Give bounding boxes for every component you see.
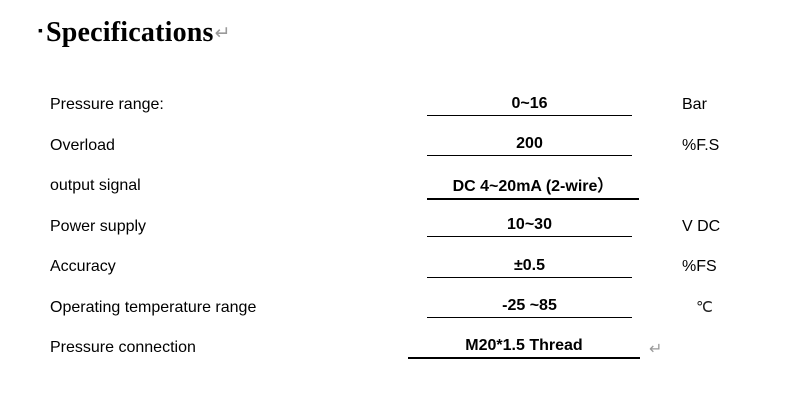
spec-value: 200: [427, 135, 632, 157]
spec-value: ±0.5: [427, 257, 632, 278]
section-title-row: ▪ Specifications↵: [38, 17, 231, 49]
page-title: Specifications: [45, 17, 214, 48]
spec-value: 10~30: [427, 216, 632, 238]
spec-value: -25 ~85: [427, 297, 632, 319]
spec-label: Power supply: [50, 217, 147, 235]
spec-label: output signal: [50, 177, 141, 195]
spec-value: DC 4~20mA (2-wire）: [427, 172, 639, 201]
spec-label: Overload: [50, 136, 115, 154]
spec-row-accuracy: Accuracy ±0.5 %FS: [0, 247, 804, 288]
paragraph-return-icon: ↵: [214, 22, 231, 44]
spec-row-output-signal: output signal DC 4~20mA (2-wire）: [0, 166, 804, 207]
spec-list: Pressure range: 0~16 Bar Overload 200 %F…: [0, 85, 804, 369]
spec-unit: Bar: [682, 96, 707, 114]
spec-row-power-supply: Power supply 10~30 V DC: [0, 207, 804, 248]
spec-row-pressure-range: Pressure range: 0~16 Bar: [0, 85, 804, 126]
paragraph-return-icon: ↵: [649, 338, 663, 358]
spec-unit: %F.S: [682, 136, 720, 154]
spec-unit: ℃: [696, 300, 713, 317]
spec-unit: %FS: [682, 258, 717, 276]
spec-row-overload: Overload 200 %F.S: [0, 126, 804, 167]
spec-unit: V DC: [682, 217, 721, 235]
spec-row-operating-temperature: Operating temperature range -25 ~85 ℃: [0, 288, 804, 329]
spec-label: Pressure range:: [50, 96, 164, 114]
spec-label: Pressure connection: [50, 339, 196, 357]
spec-row-pressure-connection: Pressure connection M20*1.5 Thread ↵: [0, 328, 804, 369]
spec-value: 0~16: [427, 95, 632, 116]
spec-label: Accuracy: [50, 258, 116, 276]
spec-value: M20*1.5 Thread: [408, 337, 640, 360]
spec-label: Operating temperature range: [50, 298, 257, 316]
list-bullet-icon: ▪: [38, 22, 43, 38]
